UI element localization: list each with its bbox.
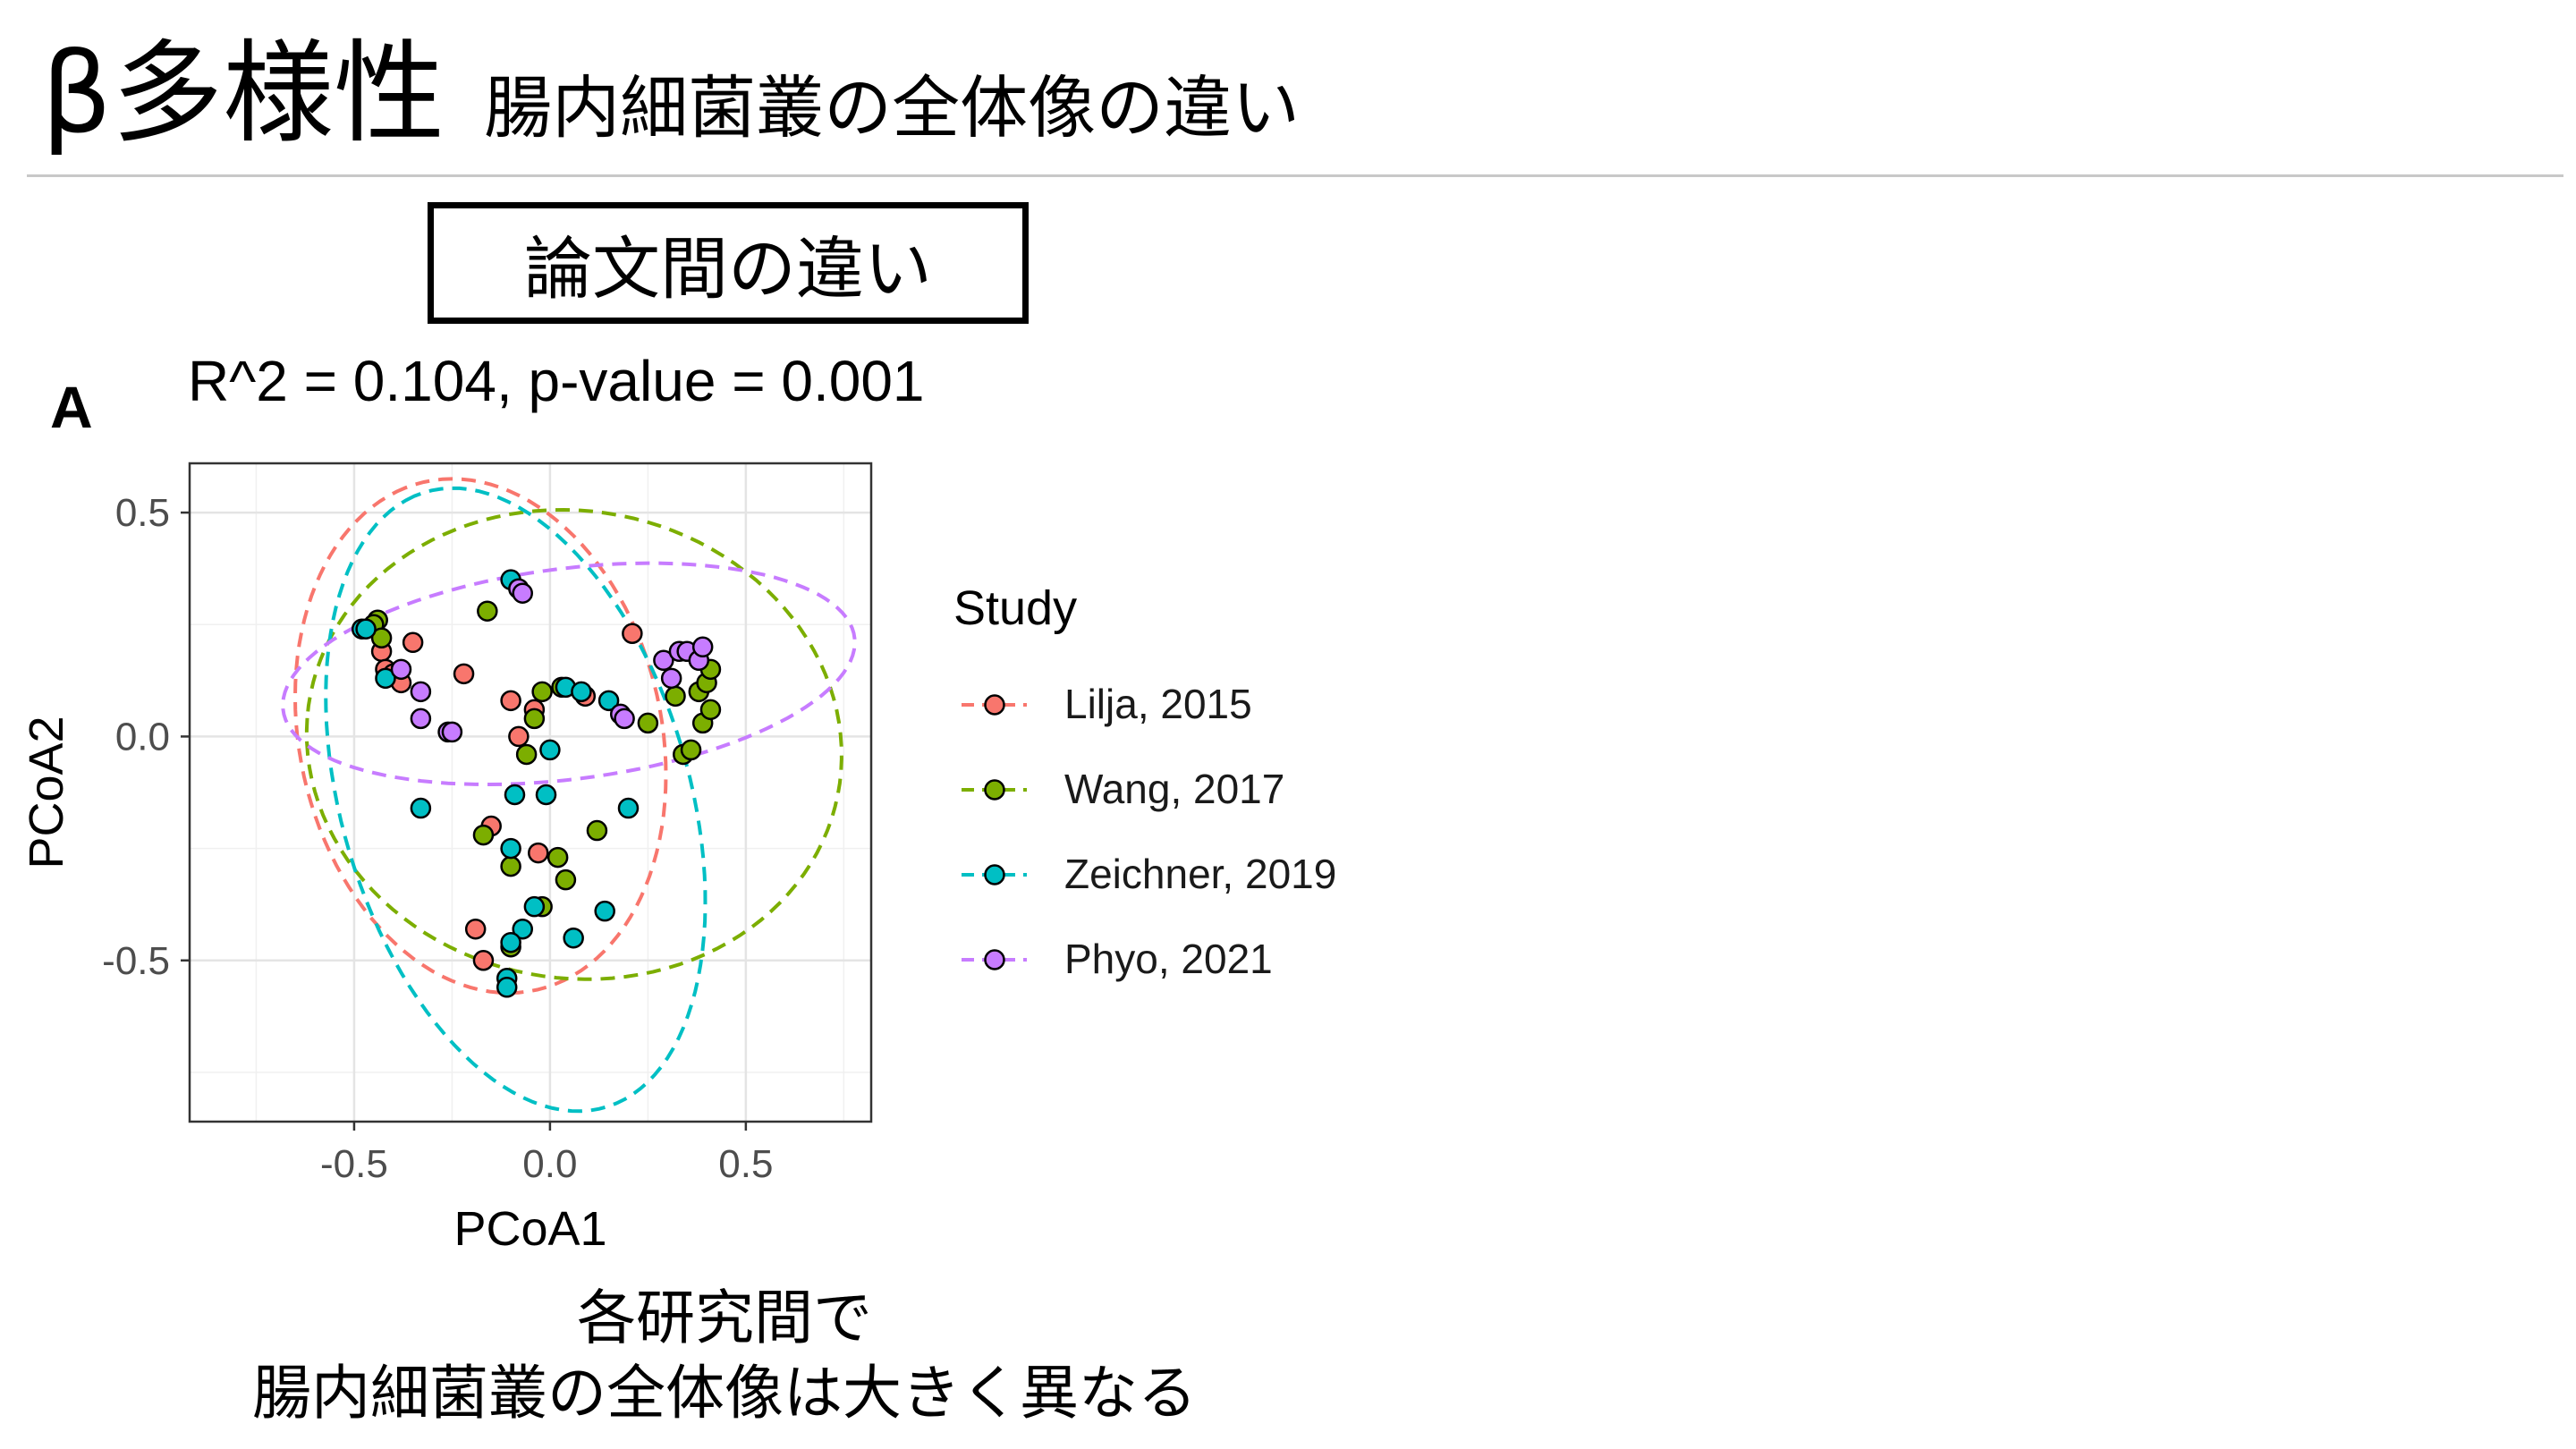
legend-key-point — [984, 864, 1005, 886]
point-series-2 — [375, 667, 396, 690]
chart-title: R^2 = 0.104, p-value = 0.001 — [188, 349, 925, 413]
point-series-3 — [441, 721, 463, 743]
point-series-1 — [586, 819, 608, 842]
point-series-1 — [637, 712, 659, 734]
point-series-2 — [617, 797, 640, 819]
point-series-1 — [680, 739, 702, 761]
point-series-3 — [390, 658, 412, 681]
point-series-1 — [500, 855, 521, 877]
legend-label: Zeichner, 2019 — [1064, 851, 1336, 897]
point-series-2 — [571, 681, 592, 703]
point-series-0 — [528, 842, 549, 864]
legend-key-point — [984, 779, 1005, 801]
point-series-0 — [500, 690, 521, 712]
x-axis-title: PCoA1 — [453, 1202, 606, 1256]
y-axis-title: PCoA2 — [20, 716, 73, 869]
y-tick-label: -0.5 — [102, 939, 170, 983]
legend-key-point — [984, 694, 1005, 716]
ellipse-series-1 — [304, 507, 843, 981]
caption-line-2: 腸内細菌叢の全体像は大きく異なる — [252, 1359, 1197, 1428]
point-series-0 — [402, 631, 424, 654]
point-series-0 — [508, 725, 530, 748]
point-series-2 — [496, 977, 518, 998]
point-series-2 — [504, 784, 526, 806]
point-series-2 — [563, 927, 584, 949]
plot-panel — [190, 463, 871, 1122]
point-series-2 — [500, 837, 521, 860]
pcoa-chart: A R^2 = 0.104, p-value = 0.001 -0.5 0.0 0.… — [20, 349, 1336, 1256]
legend-label: Wang, 2017 — [1064, 766, 1284, 812]
section-label-box: 論文間の違い — [428, 202, 1029, 324]
point-series-1 — [477, 600, 498, 622]
point-series-2 — [539, 739, 561, 761]
point-series-1 — [665, 685, 686, 708]
y-tick-label: 0.0 — [115, 715, 170, 758]
section-label: 論文間の違い — [524, 229, 932, 309]
point-series-3 — [614, 708, 635, 730]
point-series-3 — [512, 582, 533, 604]
ellipse-series-3 — [281, 561, 857, 787]
point-series-0 — [453, 663, 475, 685]
point-series-0 — [464, 918, 487, 940]
point-series-2 — [500, 931, 521, 953]
point-series-3 — [660, 667, 682, 690]
legend-key-point — [984, 949, 1005, 970]
title-divider — [27, 174, 2563, 177]
point-series-1 — [370, 627, 393, 649]
axes: -0.5 0.0 0.5 -0.5 0.0 0.5 — [102, 491, 773, 1186]
slide-title-sub: 腸内細菌叢の全体像の違い — [484, 68, 1301, 148]
point-series-0 — [472, 950, 495, 971]
point-series-2 — [355, 618, 377, 640]
x-tick-label: 0.0 — [522, 1142, 577, 1186]
y-tick-label: 0.5 — [115, 491, 170, 535]
point-series-1 — [515, 743, 538, 766]
point-series-2 — [512, 918, 533, 940]
legend-title: Study — [953, 581, 1077, 635]
caption-line-1: 各研究間で — [577, 1284, 872, 1352]
point-series-3 — [691, 636, 714, 658]
point-series-2 — [523, 895, 546, 918]
x-tick-label: -0.5 — [320, 1142, 388, 1186]
point-series-2 — [594, 900, 615, 922]
point-series-2 — [597, 690, 620, 712]
caption: 各研究間で 腸内細菌叢の全体像は大きく異なる — [179, 1281, 1270, 1431]
x-tick-label: 0.5 — [718, 1142, 773, 1186]
point-series-1 — [555, 869, 577, 891]
point-series-1 — [472, 824, 495, 846]
point-series-3 — [410, 681, 432, 703]
legend-label: Phyo, 2021 — [1064, 936, 1273, 982]
point-series-0 — [622, 623, 643, 645]
legend-label: Lilja, 2015 — [1064, 681, 1252, 727]
slide-title: β多様性 腸内細菌叢の全体像の違い — [41, 27, 1300, 161]
point-series-1 — [699, 699, 722, 721]
legend: Study Lilja, 2015 Wang, 2017 Zeichner, 2019… — [953, 581, 1336, 982]
point-series-1 — [531, 681, 553, 703]
data-points — [351, 569, 722, 998]
point-series-2 — [535, 784, 557, 806]
point-series-3 — [653, 649, 674, 672]
confidence-ellipses — [281, 477, 857, 1114]
ellipse-series-2 — [324, 486, 708, 1114]
point-series-1 — [547, 846, 569, 869]
point-series-1 — [523, 708, 546, 730]
grid-lines — [190, 463, 871, 1122]
plot-panel-border — [188, 462, 873, 1123]
panel-tag: A — [50, 374, 93, 440]
point-series-2 — [410, 797, 432, 819]
point-series-3 — [410, 708, 432, 730]
slide-title-main: β多様性 — [41, 30, 445, 158]
